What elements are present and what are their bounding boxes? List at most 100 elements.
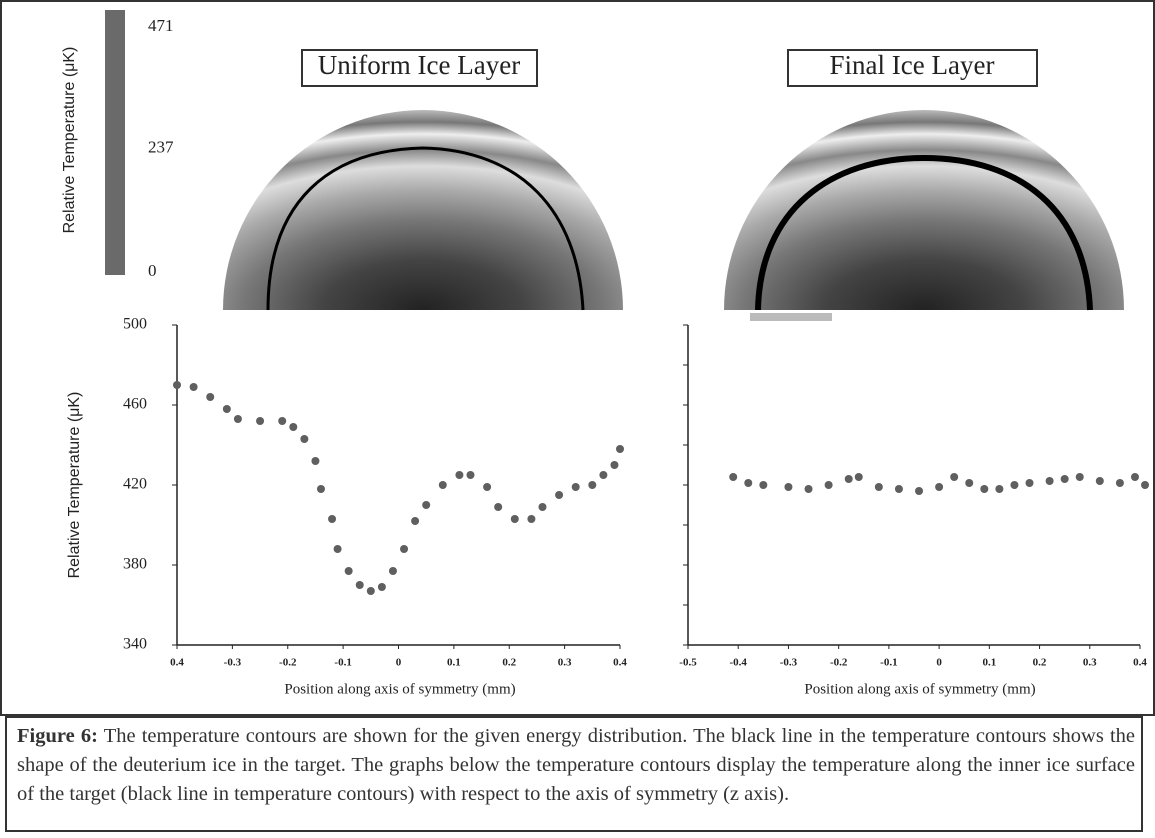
data-point	[616, 445, 624, 453]
data-point	[455, 471, 464, 479]
x-tick-label: 0.3	[558, 657, 572, 669]
data-point	[935, 483, 944, 491]
data-point	[1025, 479, 1034, 487]
data-point	[555, 491, 564, 499]
data-point	[980, 485, 989, 493]
figure: Relative Temperature (μK) Uniform Ice La…	[0, 0, 1155, 716]
data-point	[1045, 477, 1054, 485]
data-point	[206, 393, 215, 401]
x-tick-label: -0.4	[730, 657, 748, 669]
data-point	[894, 485, 903, 493]
x-tick-label: -0.2	[279, 657, 297, 669]
data-point	[1060, 475, 1069, 483]
data-point	[173, 381, 181, 389]
x-axis-label: Position along axis of symmetry (mm)	[284, 681, 515, 697]
data-point	[388, 567, 397, 575]
data-point	[1141, 481, 1150, 489]
data-point	[355, 581, 364, 589]
data-point	[377, 583, 386, 591]
data-point	[571, 483, 580, 491]
y-tick-label: 460	[123, 396, 147, 413]
x-tick-label: 0.2	[502, 657, 516, 669]
data-point	[328, 515, 337, 523]
data-point	[729, 473, 738, 481]
y-tick-label: 340	[123, 636, 147, 653]
figure-border	[0, 0, 1155, 716]
x-tick-label: 0.1	[982, 657, 996, 669]
x-tick-label: 0.4	[613, 657, 627, 669]
x-tick-label: -0.1	[334, 657, 351, 669]
data-point	[915, 487, 924, 495]
data-point	[965, 479, 974, 487]
panel-title: Uniform Ice Layer	[318, 50, 520, 80]
x-tick-label: 0.3	[1083, 657, 1097, 669]
data-point	[995, 485, 1004, 493]
x-tick-label: -0.3	[224, 657, 242, 669]
data-point	[278, 417, 287, 425]
colorbar	[105, 10, 125, 275]
contour-plot	[724, 110, 1124, 310]
data-point	[466, 471, 475, 479]
colorbar-tick-label: 0	[148, 261, 157, 280]
x-tick-label: 0.1	[447, 657, 461, 669]
data-point	[344, 567, 353, 575]
x-tick-label: 0.4	[1133, 657, 1147, 669]
data-point	[300, 435, 309, 443]
caption-text: The temperature contours are shown for t…	[17, 725, 1135, 805]
data-point	[366, 587, 375, 595]
x-tick-label: 0.2	[1033, 657, 1047, 669]
data-point	[222, 405, 231, 413]
y-tick-label: 420	[123, 476, 147, 493]
x-tick-label: -0.1	[880, 657, 897, 669]
data-point	[784, 483, 793, 491]
contour-plot	[223, 110, 623, 310]
panel-title: Final Ice Layer	[830, 50, 995, 80]
data-point	[510, 515, 519, 523]
data-point	[844, 475, 853, 483]
x-tick-label: -0.2	[830, 657, 848, 669]
colorbar-tick-label: 237	[148, 138, 174, 157]
panel-title-box	[301, 49, 538, 87]
colorbar-tick-label: 471	[148, 16, 174, 35]
data-point	[1095, 477, 1104, 485]
data-point	[610, 461, 619, 469]
data-point	[233, 415, 242, 423]
data-point	[422, 501, 431, 509]
ice-line	[266, 146, 585, 311]
data-point	[854, 473, 863, 481]
data-point	[289, 423, 298, 431]
data-point	[744, 479, 753, 487]
y-tick-label: 500	[123, 316, 147, 333]
data-point	[494, 503, 503, 511]
data-point	[1130, 473, 1139, 481]
data-point	[538, 503, 547, 511]
data-point	[400, 545, 409, 553]
data-point	[804, 485, 813, 493]
caption: Figure 6: The temperature contours are s…	[5, 716, 1143, 832]
data-point	[1010, 481, 1019, 489]
x-axis-label: Position along axis of symmetry (mm)	[804, 681, 1035, 697]
data-point	[1075, 473, 1084, 481]
data-point	[483, 483, 492, 491]
data-point	[1115, 479, 1124, 487]
artifact	[750, 313, 832, 321]
x-tick-label: 0.4	[170, 657, 184, 669]
data-point	[256, 417, 265, 425]
data-point	[588, 481, 597, 489]
caption-label: Figure 6:	[17, 725, 98, 747]
data-point	[311, 457, 320, 465]
x-tick-label: -0.3	[780, 657, 798, 669]
x-tick-label: 0	[936, 657, 942, 669]
panel-title-box	[787, 49, 1038, 87]
data-point	[189, 383, 198, 391]
data-point	[759, 481, 768, 489]
data-point	[950, 473, 959, 481]
data-point	[411, 517, 420, 525]
data-point	[599, 471, 608, 479]
y-axis-label: Relative Temperature (μK)	[66, 392, 83, 579]
y-tick-label: 380	[123, 556, 147, 573]
data-point	[333, 545, 342, 553]
data-point	[316, 485, 325, 493]
data-point	[527, 515, 536, 523]
